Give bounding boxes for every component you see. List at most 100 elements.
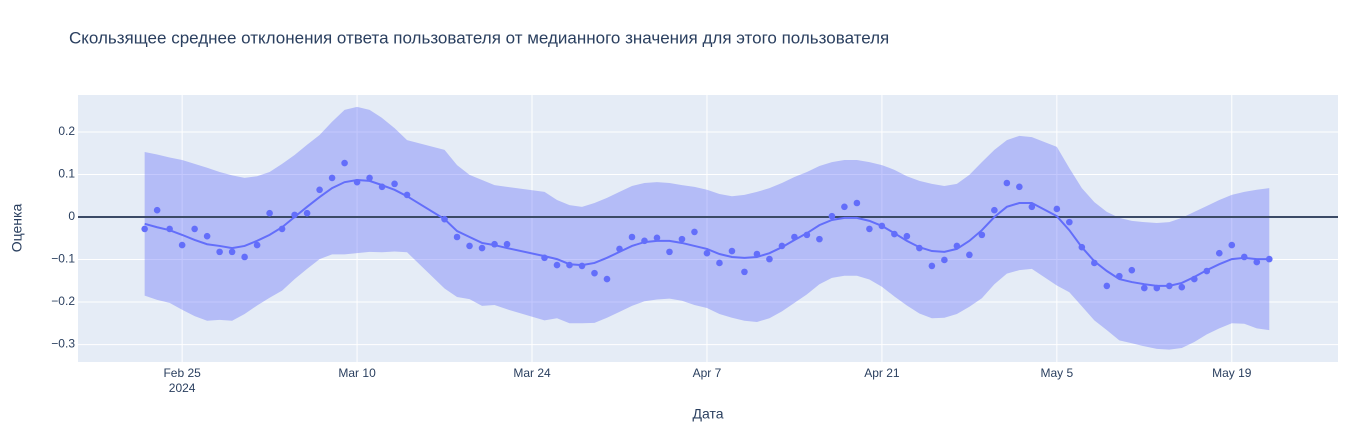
x-tick-label: May 19	[1212, 366, 1252, 380]
y-tick-label: −0.1	[51, 252, 75, 266]
data-point	[291, 211, 298, 219]
data-point	[1003, 179, 1011, 187]
data-point	[203, 232, 211, 240]
data-point	[928, 262, 936, 270]
data-point	[828, 212, 836, 220]
y-axis-title: Оценка	[9, 204, 25, 253]
confidence-band	[144, 106, 1270, 350]
data-point	[1128, 266, 1136, 274]
data-point	[303, 209, 311, 217]
data-point	[678, 235, 686, 243]
data-point	[1116, 272, 1123, 280]
y-tick-label: −0.3	[51, 337, 75, 351]
data-point	[816, 235, 823, 243]
data-point	[341, 159, 348, 167]
data-point	[891, 230, 898, 238]
data-point	[1053, 205, 1061, 213]
data-point	[378, 183, 386, 191]
data-point	[1166, 282, 1173, 290]
data-point	[266, 209, 273, 217]
data-point	[603, 275, 611, 283]
plot-background	[78, 95, 1338, 362]
data-point	[503, 240, 511, 248]
data-point	[778, 242, 786, 250]
data-point	[478, 244, 486, 252]
data-point	[716, 259, 723, 267]
data-point	[153, 206, 161, 214]
data-point	[866, 225, 873, 233]
data-point	[566, 261, 573, 269]
data-point	[1141, 284, 1148, 292]
data-point	[991, 206, 998, 214]
data-point	[453, 233, 461, 241]
data-point	[353, 178, 361, 186]
data-point	[753, 250, 761, 258]
data-point	[278, 225, 286, 233]
x-tick-year: 2024	[169, 381, 196, 395]
data-point	[403, 191, 411, 199]
data-point	[941, 256, 948, 264]
data-point	[253, 241, 261, 249]
data-point	[241, 253, 248, 261]
data-point	[766, 255, 773, 263]
data-point	[703, 249, 711, 257]
data-point	[553, 261, 561, 269]
x-axis-title: Дата	[692, 406, 723, 422]
data-point	[903, 232, 911, 240]
data-point	[616, 245, 623, 253]
data-point	[628, 233, 636, 241]
data-point	[166, 225, 173, 233]
data-point	[691, 228, 698, 236]
x-tick-label: Feb 25	[163, 366, 201, 380]
data-point	[1066, 218, 1073, 226]
data-point	[966, 251, 973, 259]
data-point	[878, 222, 886, 230]
data-point	[803, 231, 811, 239]
y-tick-label: 0.1	[58, 167, 75, 181]
chart-title: Скользящее среднее отклонения ответа пол…	[69, 28, 889, 47]
data-point	[141, 225, 148, 233]
x-tick-label: Apr 7	[693, 366, 722, 380]
x-tick-label: Mar 10	[338, 366, 376, 380]
data-point	[1153, 284, 1161, 292]
moving-average-line	[144, 179, 1270, 287]
data-point	[191, 225, 198, 233]
data-point	[541, 254, 548, 262]
data-point	[728, 247, 736, 255]
data-point	[366, 174, 373, 182]
data-point	[641, 237, 648, 245]
data-point	[1240, 253, 1248, 261]
data-point	[1178, 283, 1186, 291]
x-tick-label: Mar 24	[513, 366, 551, 380]
data-point	[1265, 255, 1273, 263]
data-point	[916, 244, 923, 252]
data-point	[1203, 267, 1211, 275]
data-point	[1190, 275, 1198, 283]
data-point	[1016, 183, 1023, 191]
data-point	[1078, 243, 1086, 251]
data-point	[178, 241, 186, 249]
data-point	[841, 203, 848, 211]
data-point	[391, 180, 398, 188]
data-point	[1228, 241, 1236, 249]
data-point	[791, 233, 798, 241]
data-point	[953, 242, 961, 250]
data-point	[978, 231, 986, 239]
data-point	[591, 269, 598, 277]
data-point	[666, 248, 673, 256]
y-tick-label: −0.2	[51, 294, 75, 308]
data-point	[216, 248, 223, 256]
data-point	[653, 234, 661, 242]
data-point	[1091, 259, 1098, 267]
data-point	[328, 174, 336, 182]
y-tick-label: 0.2	[58, 124, 75, 138]
data-point	[316, 186, 323, 194]
x-tick-label: Apr 21	[864, 366, 900, 380]
data-point	[491, 240, 498, 248]
data-point	[228, 248, 236, 256]
data-point	[741, 268, 748, 276]
data-point	[1253, 258, 1261, 266]
data-point	[466, 242, 473, 250]
data-point	[578, 262, 586, 270]
